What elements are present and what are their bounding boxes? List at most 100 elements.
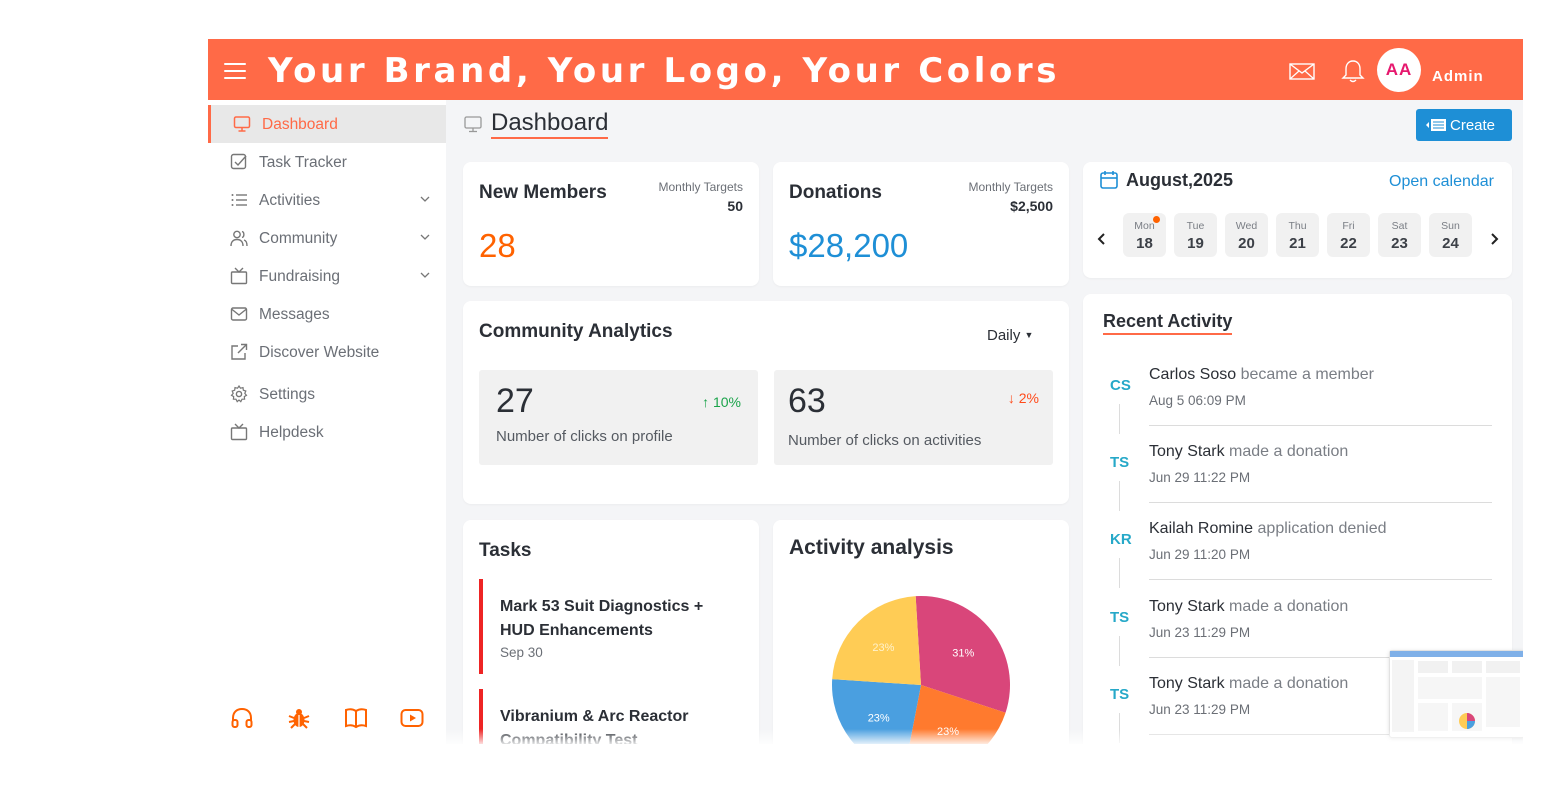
activity-action: made a donation [1229,675,1349,692]
donations-value: $28,200 [789,227,909,264]
monitor-icon [233,116,251,132]
calendar-day[interactable]: Fri 22 [1327,213,1370,257]
metric-activities-clicks: 63 ↓ 2% Number of clicks on activities [774,370,1053,465]
pie-slice[interactable] [832,596,921,685]
sidebar-item-label: Helpdesk [259,424,324,441]
create-button-label: Create [1450,117,1496,134]
pie-slice[interactable] [915,596,1010,713]
timeline-line [1119,404,1120,434]
preview-thumbnail[interactable] [1389,650,1523,738]
sidebar-item-fundraising[interactable]: Fundraising [208,257,446,295]
activity-date: Jun 29 11:20 PM [1149,547,1251,562]
pie-slice-label: 23% [868,713,890,725]
activity-item[interactable]: KR Kailah Romine application denied Jun … [1103,514,1493,591]
activity-item[interactable]: CS Carlos Soso became a member Aug 5 06:… [1103,360,1493,437]
sidebar-item-dashboard[interactable]: Dashboard [208,105,446,143]
pie-slice-label: 31% [952,647,974,659]
sidebar-item-task-tracker[interactable]: Task Tracker [208,143,446,181]
activity-initials: TS [1110,454,1130,471]
sidebar-item-label: Messages [259,306,330,323]
pie-slice[interactable] [832,679,921,744]
monitor-icon [464,116,482,133]
day-number: 24 [1442,235,1459,252]
day-number: 23 [1391,235,1408,252]
activity-item[interactable]: TS Tony Stark made a donation Jun 23 11:… [1103,592,1493,669]
activity-action: made a donation [1229,443,1349,460]
activity-initials: TS [1110,609,1130,626]
divider [1149,502,1492,503]
task-title: Vibranium & Arc Reactor Compatibility Te… [500,708,689,744]
sidebar-item-messages[interactable]: Messages [208,295,446,333]
activity-action: application denied [1257,520,1387,537]
calendar-day[interactable]: Sat 23 [1378,213,1421,257]
open-calendar-link[interactable]: Open calendar [1389,173,1494,190]
activity-name: Kailah Romine [1149,520,1254,537]
brand-title: Your Brand, Your Logo, Your Colors [268,51,1061,91]
calendar-day[interactable]: Wed 20 [1225,213,1268,257]
sidebar-item-label: Task Tracker [259,154,347,171]
calendar-icon [1100,171,1118,189]
activity-name: Tony Stark [1149,443,1225,460]
chevron-down-icon [420,272,430,278]
book-icon[interactable] [344,706,368,730]
donations-card: Donations Monthly Targets $2,500 $28,200 [773,162,1069,286]
bell-icon[interactable] [1339,59,1367,83]
chevron-down-icon [420,234,430,240]
bug-icon[interactable] [287,706,311,730]
task-item[interactable]: Mark 53 Suit Diagnostics + HUD Enhanceme… [479,579,753,674]
menu-icon[interactable] [224,63,246,79]
activity-item[interactable]: TS Tony Stark made a donation Jun 23 11:… [1103,669,1493,744]
calendar-day[interactable]: Thu 21 [1276,213,1319,257]
youtube-icon[interactable] [400,706,424,730]
sidebar-item-activities[interactable]: Activities [208,181,446,219]
calendar-day[interactable]: Mon 18 [1123,213,1166,257]
create-icon [1426,119,1446,131]
monthly-targets-value: $2,500 [1010,198,1053,214]
gear-icon [230,385,248,403]
task-date: Sep 30 [500,645,543,660]
day-name: Thu [1288,220,1307,232]
sidebar-item-discover-website[interactable]: Discover Website [208,333,446,371]
event-dot [1153,216,1160,223]
chevron-right-icon[interactable] [1487,232,1501,246]
metric-label: Number of clicks on activities [788,432,982,449]
divider [1149,425,1492,426]
day-name: Sat [1391,220,1408,232]
sidebar-item-label: Discover Website [259,344,380,361]
chevron-left-icon[interactable] [1095,232,1109,246]
activity-item[interactable]: TS Tony Stark made a donation Jun 29 11:… [1103,437,1493,514]
task-item[interactable]: Vibranium & Arc Reactor Compatibility Te… [479,689,753,744]
new-members-value: 28 [479,227,516,264]
monthly-targets-label: Monthly Targets [968,180,1054,194]
sidebar-item-community[interactable]: Community [208,219,446,257]
activity-date: Aug 5 06:09 PM [1149,393,1246,408]
calendar-day[interactable]: Sun 24 [1429,213,1472,257]
day-name: Tue [1186,220,1205,232]
metric-delta-down: ↓ 2% [1007,390,1039,406]
sidebar-item-label: Settings [259,386,316,403]
sidebar-item-settings[interactable]: Settings [208,375,446,413]
sidebar-item-label: Community [259,230,338,247]
community-analytics-title: Community Analytics [479,321,673,342]
metric-delta-up: ↑ 10% [702,394,741,410]
mail-icon[interactable] [1288,59,1316,83]
sidebar-item-helpdesk[interactable]: Helpdesk [208,413,446,451]
calendar-day[interactable]: Tue 19 [1174,213,1217,257]
new-members-title: New Members [479,182,607,203]
create-button[interactable]: Create [1416,109,1512,141]
activity-action: made a donation [1229,598,1349,615]
pie-slice-label: 23% [872,642,894,654]
divider [1149,657,1492,658]
user-name[interactable]: Admin [1432,68,1484,85]
donations-title: Donations [789,182,882,203]
headset-icon[interactable] [230,706,254,730]
timeline-line [1119,558,1120,588]
day-number: 19 [1187,235,1204,252]
day-number: 22 [1340,235,1357,252]
sidebar-item-label: Fundraising [259,268,340,285]
monthly-targets-label: Monthly Targets [658,180,744,194]
period-dropdown[interactable]: Daily ▼ [987,327,1033,344]
mail-icon [230,307,248,321]
avatar[interactable]: AA [1377,48,1421,92]
day-number: 21 [1289,235,1306,252]
